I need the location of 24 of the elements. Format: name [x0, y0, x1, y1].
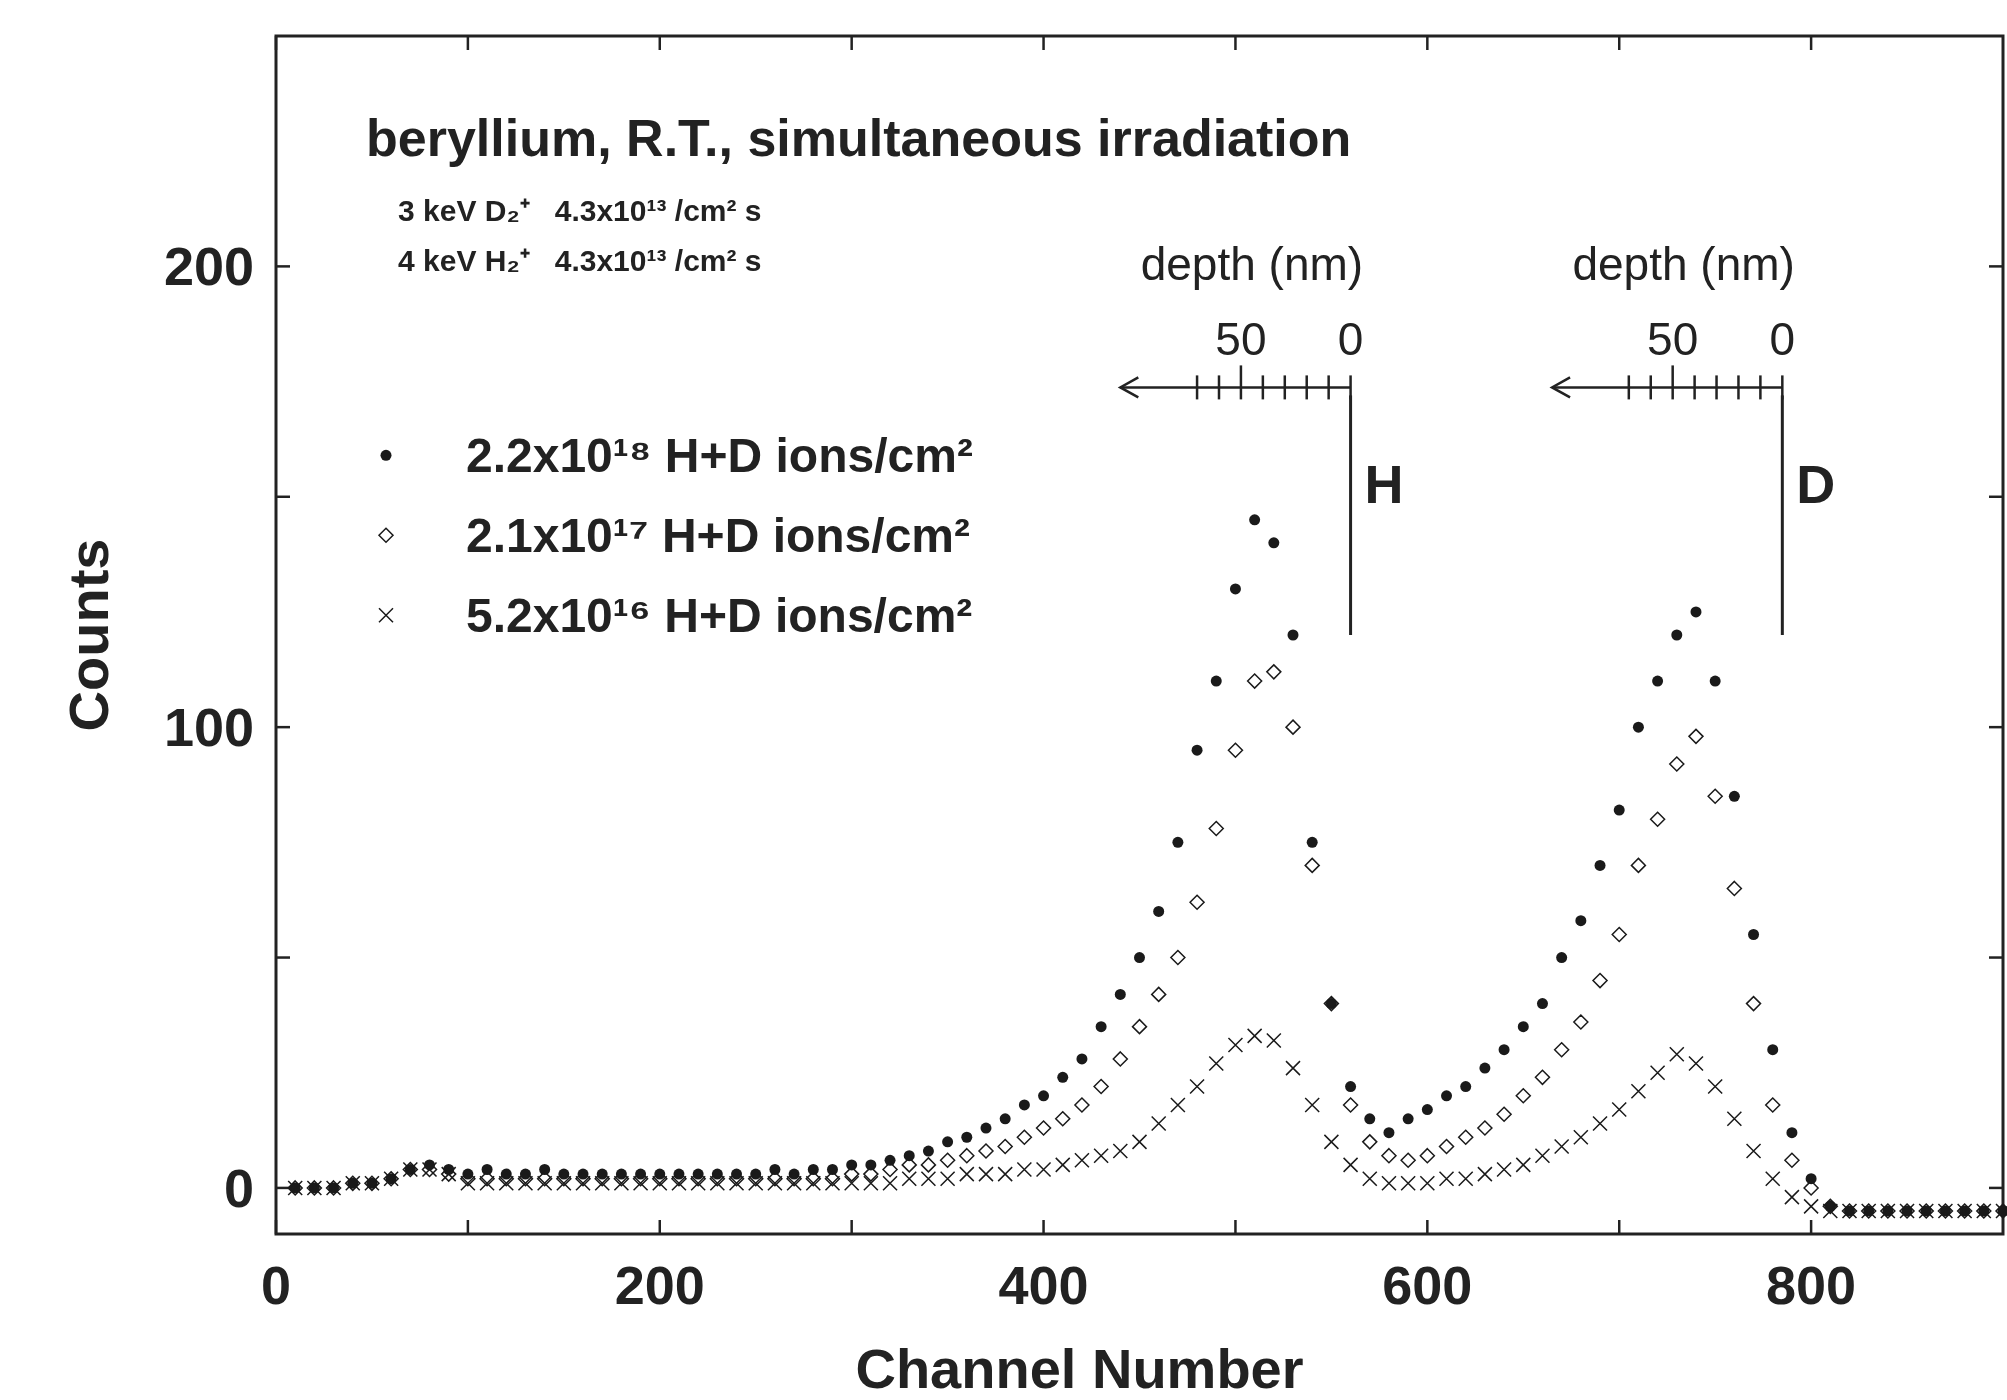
annotation: 0 — [1769, 313, 1796, 366]
annotation: depth (nm) — [1140, 238, 1364, 291]
legend-label: 2.1x10¹⁷ H+D ions/cm² — [466, 509, 970, 563]
y-tick-label: 0 — [223, 1157, 254, 1218]
ref-line-label: H — [1364, 454, 1404, 515]
y-tick-label: 200 — [163, 236, 254, 297]
x-tick-label: 0 — [260, 1255, 292, 1315]
annotation: depth (nm) — [1572, 238, 1795, 291]
annotation: 50 — [1215, 313, 1267, 366]
legend-label: 2.2x10¹⁸ H+D ions/cm² — [466, 429, 973, 483]
x-tick-label: 600 — [1382, 1255, 1473, 1315]
y-tick-label: 100 — [163, 697, 254, 758]
x-tick-label: 800 — [1766, 1255, 1857, 1315]
x-tick-label: 400 — [998, 1255, 1089, 1315]
annotation: 0 — [1337, 313, 1364, 366]
x-axis-title: Channel Number — [855, 1337, 1304, 1400]
ref-line-label: D — [1796, 454, 1836, 515]
legend-label: 5.2x10¹⁶ H+D ions/cm² — [466, 589, 973, 643]
y-axis-title: Counts — [57, 538, 120, 732]
text: beryllium, R.T., simultaneous irradiation — [366, 109, 1352, 167]
annotation: 50 — [1647, 313, 1699, 366]
annotation: 3 keV D₂⁺ 4.3x10¹³ /cm² s — [398, 194, 762, 227]
x-tick-label: 200 — [614, 1255, 705, 1315]
annotation: 4 keV H₂⁺ 4.3x10¹³ /cm² s — [398, 244, 762, 277]
